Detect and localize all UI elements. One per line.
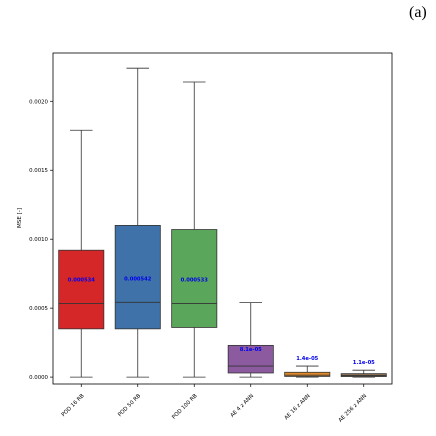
box-ae-256-z-ann: 1.1e-05: [340, 360, 387, 378]
y-tick-label: 0.0020: [29, 99, 48, 105]
y-tick-label: 0.0005: [29, 306, 48, 312]
x-tick-label: POD 50 RB: [117, 393, 142, 418]
x-tick-label: POD 16 RB: [61, 393, 86, 418]
value-label: 8.1e-05: [240, 347, 262, 353]
value-label: 0.000534: [68, 277, 96, 283]
y-axis-label: MSE [-]: [17, 208, 23, 228]
y-tick-label: 0.0015: [29, 168, 48, 174]
box-body: [114, 224, 161, 330]
box-body: [227, 344, 274, 374]
box-pod-16-rb: 0.000534: [58, 129, 105, 378]
y-tick-label: 0.0010: [29, 237, 48, 243]
value-label: 0.000542: [124, 276, 152, 282]
x-axis: POD 16 RB POD 50 RB POD 100 RB AE 4 z ANN AE…: [61, 384, 368, 424]
value-label: 1.4e-05: [296, 356, 318, 362]
y-tick-label: 0.0000: [29, 375, 48, 381]
box-body: [284, 371, 331, 377]
box-ae-4-z-ann: 8.1e-05: [227, 302, 274, 378]
x-tick-label: AE 4 z ANN: [230, 393, 256, 419]
x-tick-label: AE 16 z ANN: [284, 393, 312, 421]
box-series: 0.000534 0.000542 0.000533 8.1e-05 1.4e-05 1.…: [58, 67, 387, 378]
box-body: [58, 249, 105, 330]
plot-area-frame: [52, 52, 393, 385]
value-label: 0.000533: [181, 278, 209, 284]
box-body: [340, 373, 387, 377]
box-body: [171, 229, 218, 328]
box-ae-16-z-ann: 1.4e-05: [284, 356, 331, 378]
panel-label: (a): [409, 4, 427, 21]
x-tick-label: AE 256 z ANN: [338, 393, 368, 423]
box-pod-50-rb: 0.000542: [114, 67, 161, 378]
x-tick-label: POD 100 RB: [171, 393, 199, 421]
y-axis: 0.0000 0.0005 0.0010 0.0015 0.0020: [29, 99, 53, 381]
box-pod-100-rb: 0.000533: [171, 81, 218, 378]
value-label: 1.1e-05: [353, 360, 375, 366]
